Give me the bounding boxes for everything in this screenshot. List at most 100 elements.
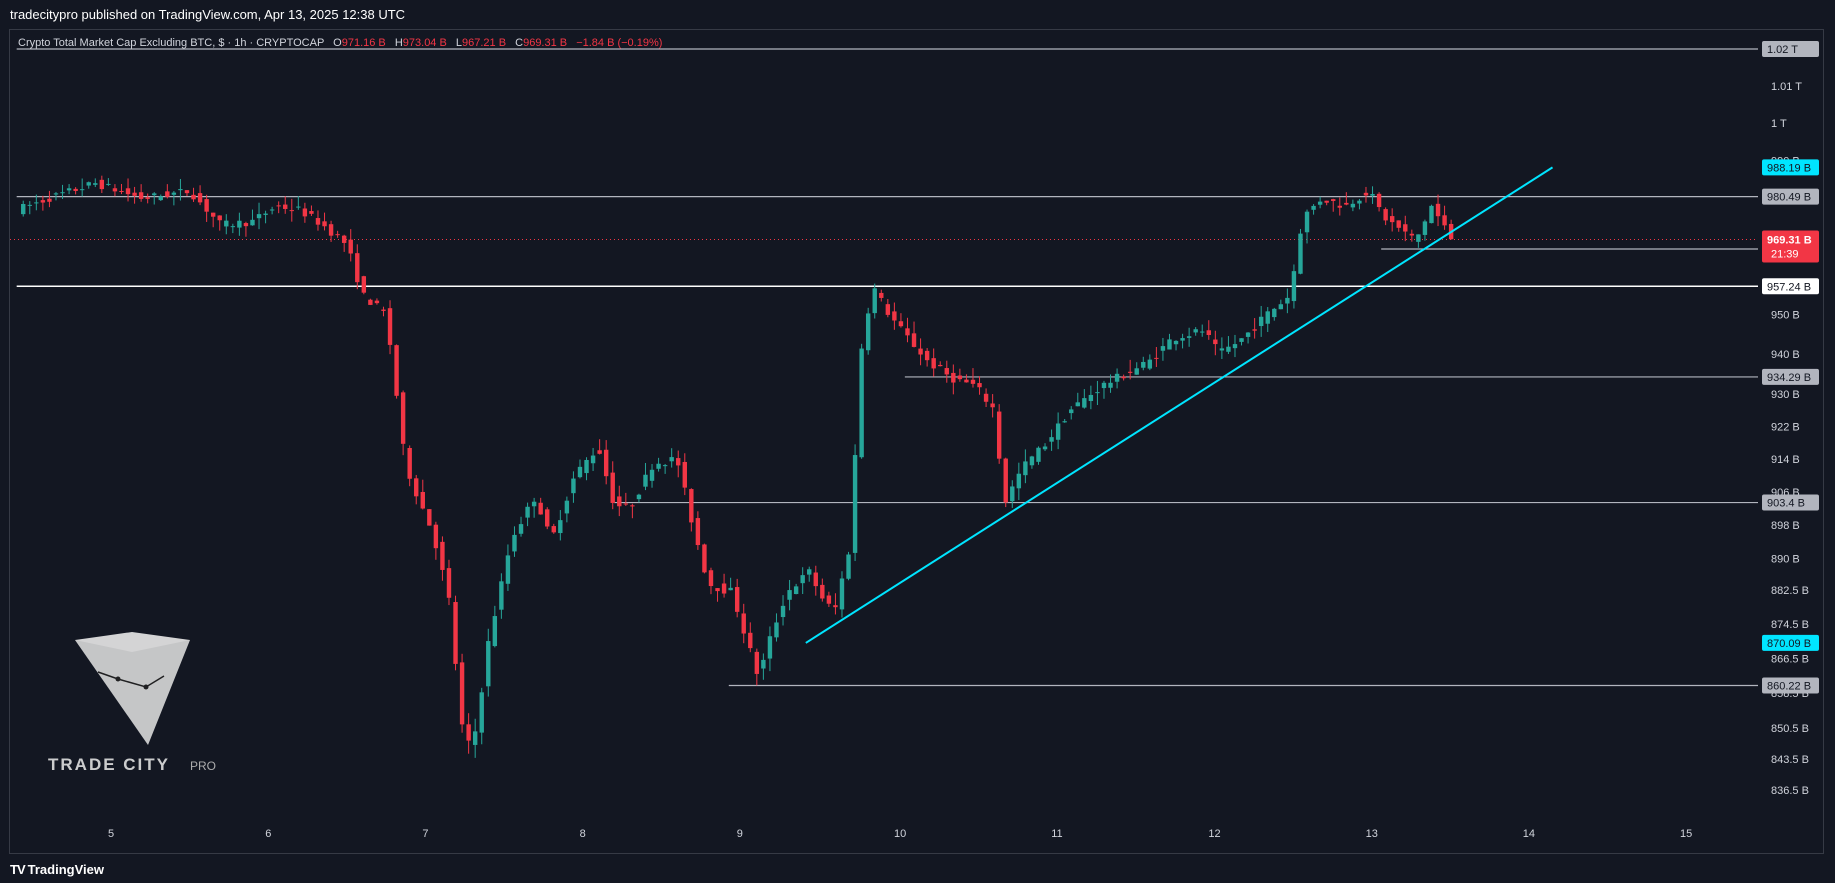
candle-down (970, 379, 976, 384)
x-tick-label: 12 (1208, 828, 1220, 840)
candle-up (1239, 338, 1244, 342)
candle-down (721, 583, 727, 594)
candle-down (892, 311, 897, 321)
candle-down (466, 724, 471, 741)
footer-bar (0, 856, 1835, 883)
price-label: 934.29 B (1762, 368, 1819, 385)
price-label: 870.09 B (1762, 634, 1819, 651)
watermark-line (97, 671, 165, 688)
candle-down (309, 211, 314, 214)
candle-up (1258, 316, 1264, 327)
candle-up (1134, 368, 1139, 375)
y-tick-label: 898 B (1771, 520, 1800, 532)
candle-down (1121, 376, 1126, 379)
candle-down (944, 368, 949, 375)
watermark-top (75, 632, 190, 652)
price-label-bg (1762, 278, 1819, 295)
overlays (805, 166, 1554, 644)
symbol-legend: Crypto Total Market Cap Excluding BTC, $… (18, 37, 662, 49)
candle-up (1069, 409, 1074, 414)
candle-up (178, 189, 183, 191)
candle-up (505, 555, 511, 584)
price-label-bg (1762, 159, 1819, 176)
candle-up (865, 313, 871, 351)
candle-up (531, 501, 537, 507)
candle-down (374, 300, 380, 304)
candle-down (695, 518, 701, 546)
price-label: 988.19 B (1762, 159, 1819, 176)
candle-down (381, 309, 386, 311)
y-tick-label: 950 B (1771, 310, 1800, 322)
candle-down (1396, 220, 1401, 228)
candle-down (217, 215, 222, 221)
candle-down (938, 364, 943, 367)
candle-up (636, 494, 642, 500)
candle-down (348, 239, 353, 254)
candle-up (1193, 329, 1198, 333)
candle-down (361, 276, 367, 293)
x-tick-label: 5 (108, 828, 114, 840)
candle-down (302, 208, 308, 217)
y-tick-label: 866.5 B (1771, 653, 1809, 665)
candle-up (577, 466, 583, 478)
candle-up (793, 586, 799, 595)
y-tick-label: 930 B (1771, 389, 1800, 401)
y-tick-label: 1 T (1771, 118, 1787, 130)
price-label-text: 1.02 T (1767, 44, 1798, 56)
legend-symbol: Crypto Total Market Cap Excluding BTC, $… (18, 37, 324, 49)
candle-up (859, 348, 864, 458)
candle-down (433, 524, 439, 549)
candle-down (610, 472, 615, 503)
candle-down (898, 321, 904, 327)
candle-up (1285, 297, 1290, 304)
watermark-suffix: PRO (190, 759, 216, 773)
candle-up (1232, 344, 1238, 349)
candle-down (1154, 357, 1159, 359)
candle-down (197, 193, 203, 203)
candle-up (571, 478, 576, 494)
tradingview-logo[interactable]: TV TradingView (10, 862, 104, 877)
candle-up (590, 455, 596, 464)
price-label: 903.4 B (1762, 494, 1819, 511)
candle-down (453, 602, 458, 664)
candle-up (1010, 486, 1015, 502)
candle-up (1160, 346, 1166, 351)
price-label-text: 903.4 B (1767, 498, 1805, 510)
candle-down (545, 509, 550, 527)
x-tick-label: 8 (580, 828, 586, 840)
publisher-bar: tradecitypro published on TradingView.co… (0, 0, 1835, 29)
y-tick-label: 843.5 B (1771, 754, 1809, 766)
trendline (805, 166, 1554, 644)
time-axis: 5 6 7 8 9 10 11 12 13 14 15 (108, 828, 1692, 840)
candle-down (1213, 339, 1218, 345)
candle-up (296, 206, 301, 208)
candle-down (734, 587, 740, 612)
candle-down (1363, 192, 1369, 196)
candle-up (1036, 447, 1041, 462)
published-text: tradecitypro published on TradingView.co… (10, 7, 406, 22)
price-label-bg (1762, 41, 1819, 57)
candle-down (1127, 371, 1133, 373)
candle-up (1088, 394, 1094, 402)
candle-down (682, 461, 687, 488)
candle-up (1180, 338, 1185, 341)
price-label: 957.24 B (1762, 278, 1819, 295)
candle-up (1291, 271, 1297, 302)
watermark-dot (115, 676, 121, 682)
candle-up (472, 731, 478, 745)
last-price-tag: 969.31 B 21:39 (1762, 230, 1819, 263)
candle-up (106, 183, 111, 185)
candle-down (951, 372, 956, 383)
legend-l-label: L (456, 37, 462, 49)
candle-down (603, 449, 609, 477)
candle-up (584, 459, 589, 474)
candle-down (623, 503, 629, 505)
x-tick-label: 6 (265, 828, 271, 840)
y-tick-label: 890 B (1771, 553, 1800, 565)
candle-up (1219, 348, 1225, 351)
y-tick-label: 836.5 B (1771, 785, 1809, 797)
candle-down (741, 613, 746, 634)
candle-up (774, 622, 779, 638)
candle-up (1304, 211, 1310, 233)
